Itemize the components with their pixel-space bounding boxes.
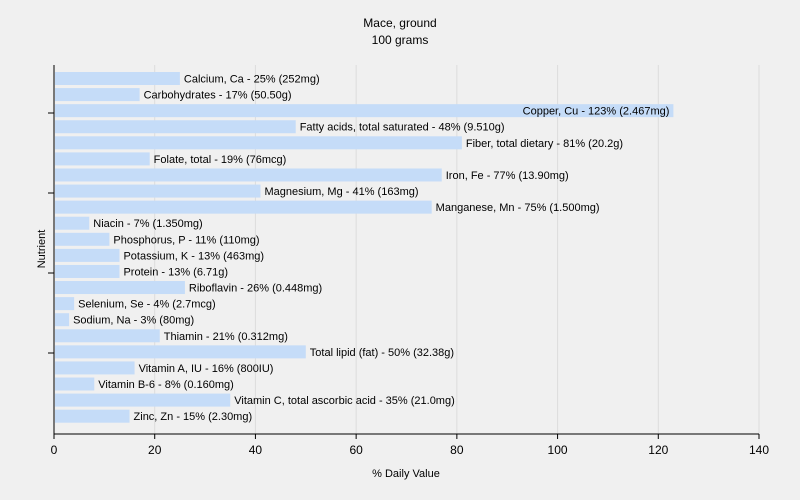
x-tick-label: 80 <box>450 443 464 457</box>
bar-label: Protein - 13% (6.71g) <box>123 266 228 278</box>
bar <box>55 264 120 278</box>
bar <box>55 393 231 407</box>
bar-label: Iron, Fe - 77% (13.90mg) <box>446 170 569 182</box>
x-ticks: 0 20 40 60 80 100 120 140 <box>51 434 769 457</box>
x-tick-label: 120 <box>648 443 668 457</box>
bar <box>55 297 75 311</box>
bar-label: Magnesium, Mg - 41% (163mg) <box>264 186 418 198</box>
bar-label: Total lipid (fat) - 50% (32.38g) <box>310 347 454 359</box>
bar <box>55 72 180 85</box>
bar-label: Vitamin A, IU - 16% (800IU) <box>139 363 274 375</box>
bar-label: Riboflavin - 26% (0.448mg) <box>189 283 322 295</box>
bar-label: Sodium, Na - 3% (80mg) <box>73 315 194 327</box>
bar <box>55 329 160 343</box>
bar <box>55 248 120 262</box>
bar-label: Thiamin - 21% (0.312mg) <box>164 331 288 343</box>
x-tick-label: 140 <box>749 443 769 457</box>
bar <box>55 168 442 182</box>
bar-label: Vitamin C, total ascorbic acid - 35% (21… <box>234 395 455 407</box>
bars <box>55 72 674 423</box>
bar <box>55 200 432 214</box>
bar-label: Folate, total - 19% (76mcg) <box>154 154 287 166</box>
bar <box>55 136 462 150</box>
x-tick-label: 20 <box>148 443 162 457</box>
bar <box>55 152 150 166</box>
x-tick-label: 60 <box>349 443 363 457</box>
bar <box>55 361 135 375</box>
bar-label: Copper, Cu - 123% (2.467mg) <box>523 106 670 118</box>
bar-label: Potassium, K - 13% (463mg) <box>123 250 264 262</box>
bar-label: Fatty acids, total saturated - 48% (9.51… <box>300 122 505 134</box>
bar <box>55 120 296 134</box>
bar <box>55 377 95 391</box>
bar <box>55 184 261 198</box>
chart-subtitle: 100 grams <box>372 33 429 47</box>
bar-label: Vitamin B-6 - 8% (0.160mg) <box>98 379 234 391</box>
bar <box>55 313 70 327</box>
x-tick-label: 0 <box>51 443 58 457</box>
bar <box>55 232 110 246</box>
x-tick-label: 100 <box>548 443 568 457</box>
x-axis-title: % Daily Value <box>372 468 440 480</box>
bar-label: Niacin - 7% (1.350mg) <box>93 218 202 230</box>
bar-label: Carbohydrates - 17% (50.50g) <box>144 90 292 102</box>
bar <box>55 345 306 359</box>
bar <box>55 88 140 102</box>
axes <box>48 65 759 435</box>
bar-label: Zinc, Zn - 15% (2.30mg) <box>134 411 253 423</box>
bar-label: Selenium, Se - 4% (2.7mcg) <box>78 299 216 311</box>
bar-label: Calcium, Ca - 25% (252mg) <box>184 74 320 86</box>
chart-title: Mace, ground <box>363 16 436 30</box>
bar <box>55 104 674 118</box>
bar <box>55 409 130 423</box>
bar-label: Fiber, total dietary - 81% (20.2g) <box>466 138 623 150</box>
bar <box>55 281 185 295</box>
bar-labels: Calcium, Ca - 25% (252mg) Carbohydrates -… <box>73 74 669 424</box>
x-tick-label: 40 <box>249 443 263 457</box>
bar-label: Phosphorus, P - 11% (110mg) <box>113 234 259 246</box>
bar-label: Manganese, Mn - 75% (1.500mg) <box>436 202 600 214</box>
bar <box>55 216 90 230</box>
y-axis-title: Nutrient <box>36 230 48 269</box>
